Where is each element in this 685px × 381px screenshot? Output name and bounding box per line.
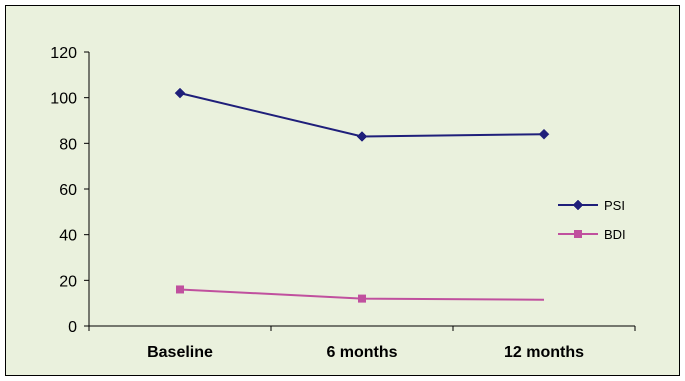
y-tick-label: 120 bbox=[50, 45, 77, 62]
chart-frame bbox=[5, 5, 680, 376]
psi-data-point bbox=[174, 87, 186, 99]
psi-data-point bbox=[538, 128, 550, 140]
x-category-label: 12 months bbox=[504, 344, 584, 361]
axes: 0 20 40 60 80 100 120 Baseline 6 months 12 months bbox=[50, 45, 636, 361]
psi-data-point bbox=[356, 131, 368, 142]
legend-bdi-label: BDI bbox=[604, 227, 626, 242]
y-tick-label: 100 bbox=[50, 91, 77, 108]
y-tick-label: 0 bbox=[68, 319, 77, 336]
legend: PSI BDI bbox=[558, 198, 626, 242]
x-category-label: Baseline bbox=[147, 344, 213, 361]
legend-psi-marker bbox=[572, 199, 584, 211]
legend-bdi-marker bbox=[574, 230, 582, 238]
y-tick-label: 80 bbox=[59, 136, 77, 153]
bdi-data-point bbox=[176, 285, 184, 294]
bdi-data-point bbox=[358, 294, 366, 303]
series-layer bbox=[174, 87, 550, 303]
legend-psi-label: PSI bbox=[604, 198, 625, 213]
x-category-label: 6 months bbox=[326, 344, 397, 361]
y-tick-label: 60 bbox=[59, 182, 77, 199]
y-tick-label: 20 bbox=[59, 273, 77, 290]
y-tick-label: 40 bbox=[59, 228, 77, 245]
psi-series-line bbox=[179, 92, 545, 138]
